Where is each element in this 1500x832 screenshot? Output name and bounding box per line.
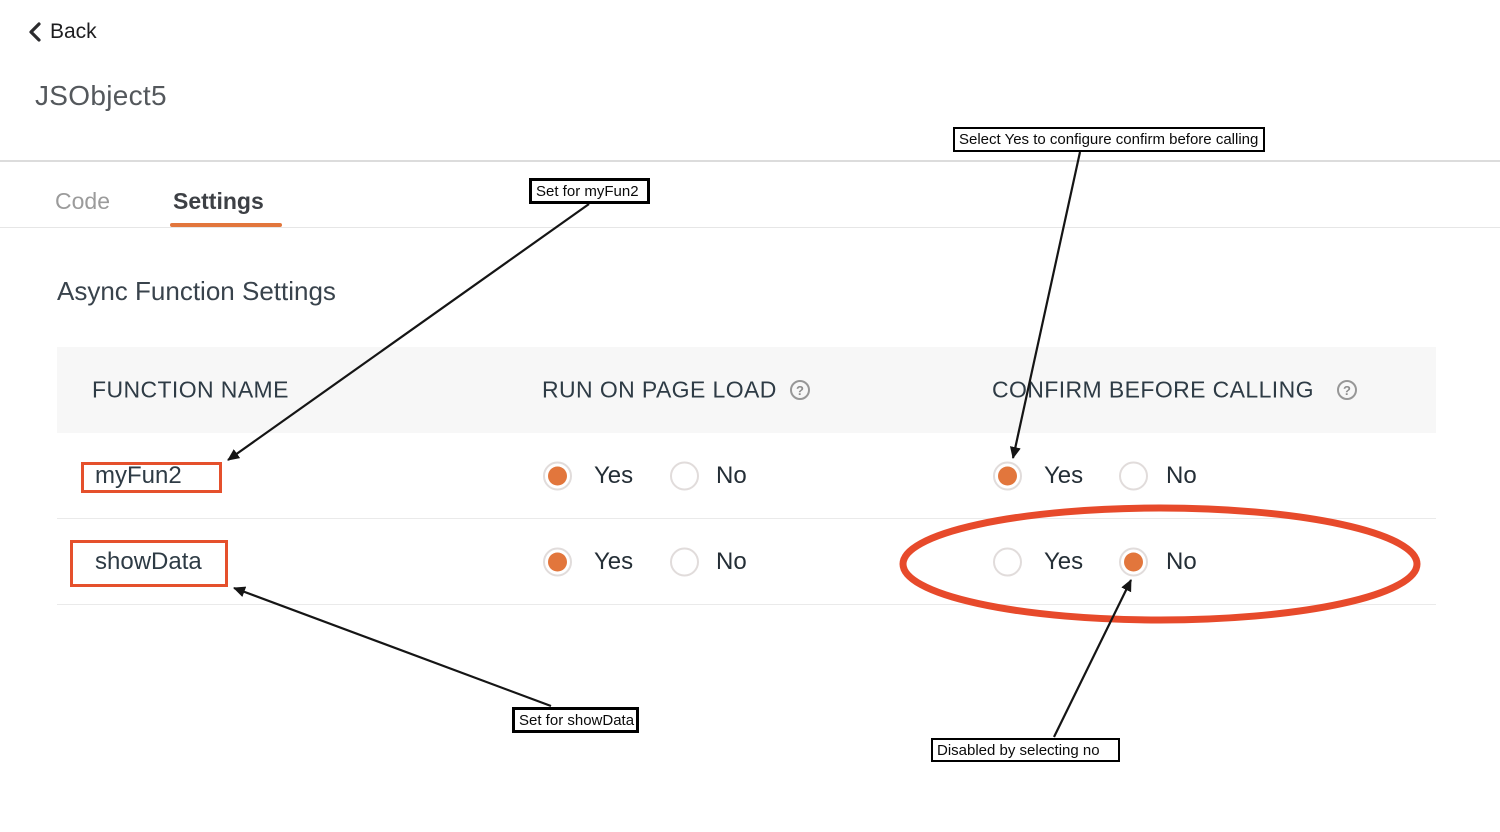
tab-settings[interactable]: Settings	[173, 188, 264, 214]
active-tab-underline	[170, 223, 282, 227]
async-function-settings-table: FUNCTION NAME RUN ON PAGE LOAD ? CONFIRM…	[57, 347, 1436, 605]
annotation-set-for-myfun2: Set for myFun2	[529, 178, 650, 204]
column-header-confirm-before-calling: CONFIRM BEFORE CALLING	[992, 376, 1314, 403]
annotation-set-for-showdata: Set for showData	[512, 707, 639, 733]
run-on-page-load-yes-radio[interactable]	[543, 461, 572, 490]
column-header-run-on-page-load: RUN ON PAGE LOAD	[542, 376, 777, 403]
run-on-page-load-no-label[interactable]: No	[716, 547, 747, 575]
confirm-before-calling-no-label[interactable]: No	[1166, 547, 1197, 575]
chevron-left-icon	[29, 22, 41, 42]
function-name-myfun2: myFun2	[95, 461, 182, 489]
help-icon-run-on-page-load[interactable]: ?	[790, 380, 810, 400]
confirm-before-calling-yes-radio[interactable]	[993, 461, 1022, 490]
help-icon-confirm-before-calling[interactable]: ?	[1337, 380, 1357, 400]
back-label: Back	[50, 20, 97, 43]
run-on-page-load-no-radio[interactable]	[670, 547, 699, 576]
confirm-before-calling-yes-label[interactable]: Yes	[1044, 461, 1084, 489]
confirm-before-calling-no-radio[interactable]	[1119, 461, 1148, 490]
confirm-before-calling-yes-label[interactable]: Yes	[1044, 547, 1084, 575]
run-on-page-load-yes-radio[interactable]	[543, 547, 572, 576]
table-header-row: FUNCTION NAME RUN ON PAGE LOAD ? CONFIRM…	[57, 347, 1436, 433]
back-button[interactable]: Back	[28, 20, 97, 44]
column-header-function-name: FUNCTION NAME	[92, 376, 289, 403]
question-mark-glyph: ?	[796, 382, 804, 398]
section-title: Async Function Settings	[57, 276, 336, 306]
annotation-disabled-by-no: Disabled by selecting no	[931, 738, 1120, 762]
confirm-before-calling-yes-radio[interactable]	[993, 547, 1022, 576]
annotation-select-yes: Select Yes to configure confirm before c…	[953, 127, 1265, 152]
function-name-showdata: showData	[95, 547, 202, 575]
table-row-showdata: showData Yes No Yes No	[57, 519, 1436, 605]
confirm-before-calling-no-radio[interactable]	[1119, 547, 1148, 576]
table-row-myfun2: myFun2 Yes No Yes No	[57, 433, 1436, 519]
confirm-before-calling-no-label[interactable]: No	[1166, 461, 1197, 489]
run-on-page-load-yes-label[interactable]: Yes	[594, 461, 634, 489]
header-divider	[0, 160, 1500, 162]
run-on-page-load-no-label[interactable]: No	[716, 461, 747, 489]
tabs-divider	[0, 227, 1500, 228]
question-mark-glyph: ?	[1343, 382, 1351, 398]
run-on-page-load-no-radio[interactable]	[670, 461, 699, 490]
run-on-page-load-yes-label[interactable]: Yes	[594, 547, 634, 575]
page-title: JSObject5	[35, 80, 167, 111]
arrow-set-for-showdata	[233, 586, 552, 708]
tab-code[interactable]: Code	[55, 188, 110, 214]
